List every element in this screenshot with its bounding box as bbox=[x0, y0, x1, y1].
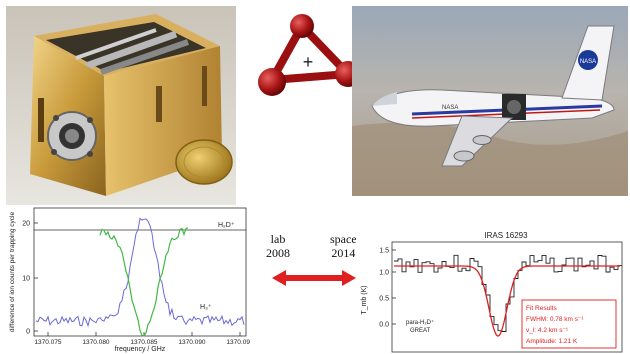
space-species-label: para-H₂D⁺ bbox=[406, 319, 434, 326]
lab-x-tick-label: 1370.085 bbox=[130, 339, 157, 346]
space-label: space 2014 bbox=[330, 232, 357, 260]
lab-year: 2008 bbox=[266, 246, 290, 260]
lab-h3-plus-trace bbox=[35, 217, 245, 328]
lab-x-axis-label: frequency / GHz bbox=[115, 346, 166, 353]
space-spectrum-plot: IRAS 16293 T_mb (K) 1.5 1.0 0.5 0.0 para-H₂… bbox=[356, 226, 628, 354]
lab-space-labels: lab 2008 space 2014 bbox=[252, 226, 372, 306]
lab-y-tick-label: 0 bbox=[26, 329, 30, 336]
lab-legend-h2d: H₂D⁺ bbox=[218, 222, 235, 229]
double-arrow-icon bbox=[272, 270, 356, 286]
nasa-logo-icon bbox=[578, 50, 598, 70]
lab-x-tick-label: 1370.095 bbox=[226, 339, 250, 346]
lab-label: lab 2008 bbox=[266, 232, 290, 260]
space-instrument-label: GREAT bbox=[410, 328, 431, 334]
lab-y-tick-label: 10 bbox=[22, 276, 30, 283]
space-spectrum-chart: IRAS 16293 T_mb (K) 1.5 1.0 0.5 0.0 para-H₂… bbox=[361, 231, 623, 353]
space-y-axis-label: T_mb (K) bbox=[361, 285, 368, 314]
lab-spectrum-chart: difference of ion counts per trapping cy… bbox=[9, 207, 250, 353]
lab-y-axis-label: difference of ion counts per trapping cy… bbox=[9, 212, 16, 333]
lab-y-tick-label: 20 bbox=[22, 221, 30, 228]
lab-word: lab bbox=[270, 232, 286, 246]
space-y-tick-label: 0.5 bbox=[379, 296, 389, 303]
fit-amplitude: Amplitude: 1.21 K bbox=[526, 338, 578, 345]
tail-logo-text: NASA bbox=[580, 59, 596, 65]
lab-plot-frame bbox=[33, 207, 247, 337]
lab-legend-h3: H₃⁺ bbox=[200, 304, 212, 311]
space-y-tick-label: 1.5 bbox=[379, 248, 389, 255]
aircraft-illustration: NASA NASA bbox=[352, 6, 628, 196]
space-gaussian-fit bbox=[394, 265, 620, 337]
sofia-aircraft-photo: NASA NASA bbox=[352, 6, 628, 196]
lab-x-tick-label: 1370.075 bbox=[34, 339, 61, 346]
space-word: space bbox=[330, 232, 357, 246]
fit-results-box bbox=[521, 299, 617, 349]
ion-trap-illustration bbox=[6, 6, 236, 206]
lab-h2d-plus-trace bbox=[99, 227, 189, 337]
space-plot-frame bbox=[391, 241, 623, 353]
lab-x-tick-label: 1370.090 bbox=[178, 339, 205, 346]
lab-x-tick-label: 1370.080 bbox=[82, 339, 109, 346]
molecule-illustration: + bbox=[258, 14, 361, 96]
space-plot-title: IRAS 16293 bbox=[484, 231, 528, 240]
lab-spectrum-plot: difference of ion counts per trapping cy… bbox=[4, 205, 250, 354]
h3-plus-molecule: + bbox=[252, 10, 364, 114]
ion-trap-photo bbox=[6, 6, 236, 206]
space-y-tick-label: 0.0 bbox=[379, 322, 389, 329]
space-year: 2014 bbox=[331, 246, 356, 260]
fit-fwhm: FWHM: 0.78 km s⁻¹ bbox=[526, 316, 584, 323]
fit-results-title: Fit Results bbox=[526, 305, 557, 312]
fit-vl: v_l: 4.2 km s⁻¹ bbox=[526, 327, 569, 334]
space-y-tick-label: 1.0 bbox=[379, 270, 389, 277]
molecule-charge-label: + bbox=[303, 52, 314, 72]
livery-text: NASA bbox=[442, 105, 458, 111]
